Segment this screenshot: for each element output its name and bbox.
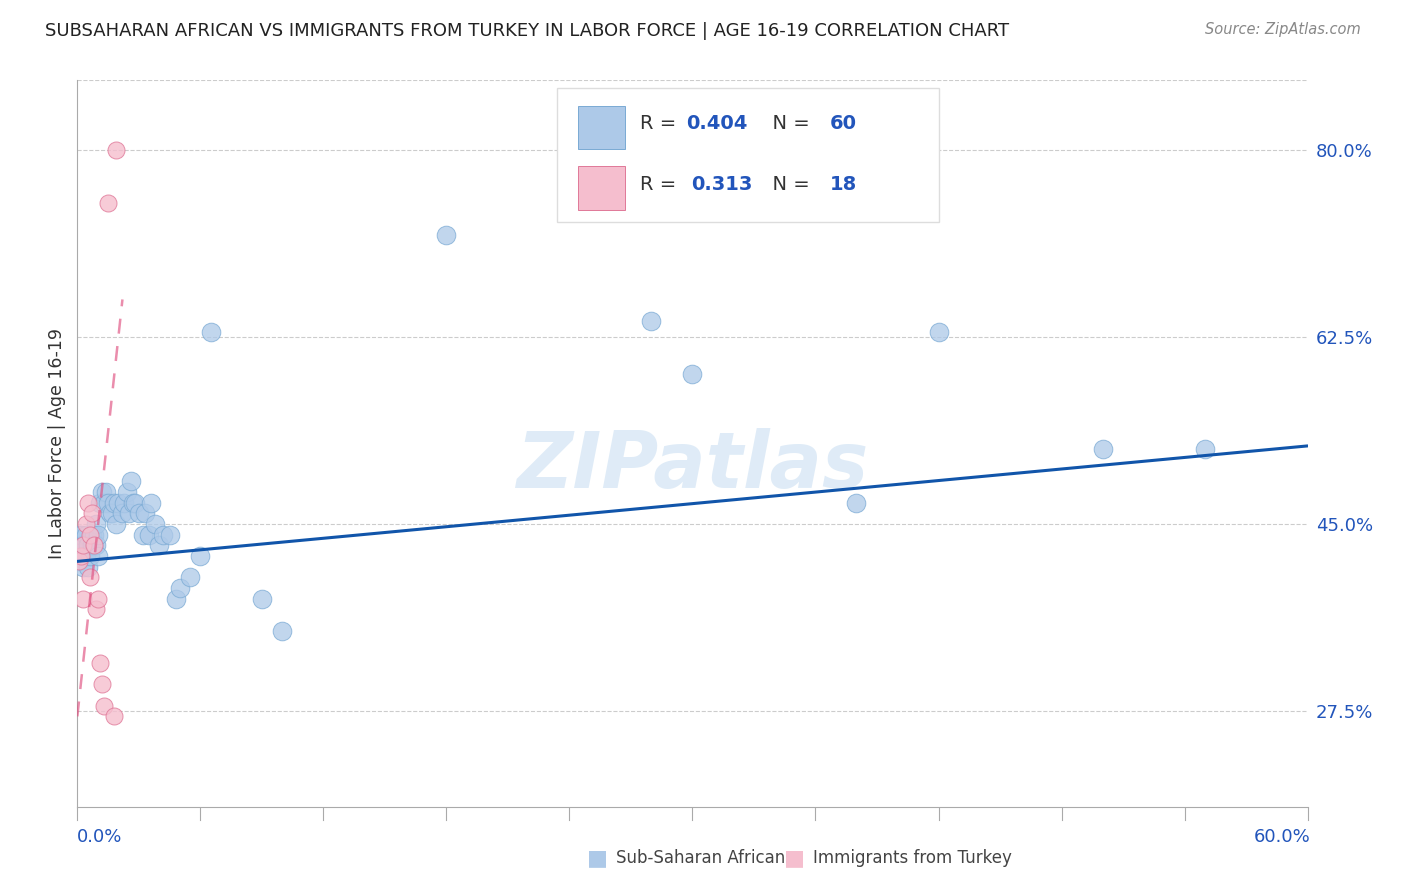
Point bbox=[76, 538, 98, 552]
Point bbox=[87, 527, 110, 541]
Y-axis label: In Labor Force | Age 16-19: In Labor Force | Age 16-19 bbox=[48, 328, 66, 559]
Point bbox=[84, 516, 107, 531]
Point bbox=[97, 495, 120, 509]
Point bbox=[179, 570, 201, 584]
Text: R =: R = bbox=[640, 114, 682, 134]
Point bbox=[87, 591, 110, 606]
Text: N =: N = bbox=[761, 114, 815, 134]
Point bbox=[134, 506, 156, 520]
Point bbox=[117, 506, 139, 520]
Bar bbox=[578, 106, 624, 149]
Point bbox=[105, 143, 128, 157]
Point bbox=[103, 495, 125, 509]
Point bbox=[94, 484, 117, 499]
Point bbox=[107, 495, 129, 509]
Point bbox=[111, 506, 134, 520]
Point bbox=[79, 549, 101, 563]
Point bbox=[115, 484, 138, 499]
Point bbox=[70, 549, 93, 563]
Point bbox=[165, 591, 187, 606]
Point bbox=[928, 325, 950, 339]
Point bbox=[93, 495, 115, 509]
Text: Source: ZipAtlas.com: Source: ZipAtlas.com bbox=[1205, 22, 1361, 37]
Point bbox=[72, 559, 94, 574]
Point bbox=[70, 549, 93, 563]
Point bbox=[89, 656, 111, 670]
Point bbox=[143, 516, 166, 531]
Text: ■: ■ bbox=[588, 848, 607, 868]
Text: ZIPatlas: ZIPatlas bbox=[516, 427, 869, 504]
Point bbox=[83, 538, 105, 552]
Point bbox=[89, 495, 111, 509]
Point bbox=[121, 495, 143, 509]
Point bbox=[90, 677, 114, 691]
Point bbox=[87, 549, 110, 563]
Point bbox=[72, 591, 94, 606]
Bar bbox=[578, 166, 624, 210]
Point bbox=[152, 527, 174, 541]
Text: N =: N = bbox=[761, 175, 815, 194]
FancyBboxPatch shape bbox=[557, 87, 939, 222]
Point bbox=[90, 484, 114, 499]
Point bbox=[76, 559, 98, 574]
Point bbox=[141, 495, 163, 509]
Text: Sub-Saharan Africans: Sub-Saharan Africans bbox=[616, 849, 794, 867]
Point bbox=[1194, 442, 1216, 456]
Point bbox=[93, 698, 115, 713]
Point bbox=[640, 314, 662, 328]
Point bbox=[97, 196, 120, 211]
Point bbox=[271, 624, 294, 638]
Point bbox=[98, 506, 121, 520]
Point bbox=[169, 581, 191, 595]
Point bbox=[79, 570, 101, 584]
Point bbox=[159, 527, 181, 541]
Point bbox=[1091, 442, 1114, 456]
Point bbox=[80, 506, 103, 520]
Point bbox=[682, 368, 704, 382]
Text: ■: ■ bbox=[785, 848, 804, 868]
Point bbox=[84, 538, 107, 552]
Point bbox=[138, 527, 160, 541]
Point bbox=[188, 549, 212, 563]
Text: Immigrants from Turkey: Immigrants from Turkey bbox=[813, 849, 1011, 867]
Point bbox=[120, 474, 142, 488]
Text: 0.404: 0.404 bbox=[686, 114, 748, 134]
Point bbox=[83, 527, 105, 541]
Text: 60: 60 bbox=[831, 114, 858, 134]
Text: SUBSAHARAN AFRICAN VS IMMIGRANTS FROM TURKEY IN LABOR FORCE | AGE 16-19 CORRELAT: SUBSAHARAN AFRICAN VS IMMIGRANTS FROM TU… bbox=[45, 22, 1010, 40]
Point bbox=[67, 554, 90, 568]
Point bbox=[83, 538, 105, 552]
Point bbox=[75, 516, 97, 531]
Point bbox=[79, 527, 101, 541]
Point bbox=[132, 527, 155, 541]
Point bbox=[103, 709, 125, 723]
Point bbox=[105, 516, 128, 531]
Point bbox=[67, 527, 90, 541]
Point bbox=[67, 554, 90, 568]
Point bbox=[76, 495, 98, 509]
Point bbox=[148, 538, 170, 552]
Point bbox=[72, 538, 94, 552]
Point bbox=[436, 228, 458, 243]
Point bbox=[84, 602, 107, 616]
Text: 0.0%: 0.0% bbox=[77, 828, 122, 846]
Point bbox=[80, 527, 103, 541]
Point bbox=[114, 495, 136, 509]
Text: 18: 18 bbox=[831, 175, 858, 194]
Point bbox=[101, 506, 124, 520]
Point bbox=[128, 506, 150, 520]
Point bbox=[250, 591, 273, 606]
Text: R =: R = bbox=[640, 175, 689, 194]
Point bbox=[70, 527, 93, 541]
Text: 0.313: 0.313 bbox=[692, 175, 752, 194]
Point bbox=[75, 549, 97, 563]
Point bbox=[67, 538, 90, 552]
Point bbox=[75, 527, 97, 541]
Point bbox=[80, 538, 103, 552]
Point bbox=[845, 495, 868, 509]
Point bbox=[124, 495, 146, 509]
Point bbox=[200, 325, 222, 339]
Text: 60.0%: 60.0% bbox=[1254, 828, 1310, 846]
Point bbox=[72, 538, 94, 552]
